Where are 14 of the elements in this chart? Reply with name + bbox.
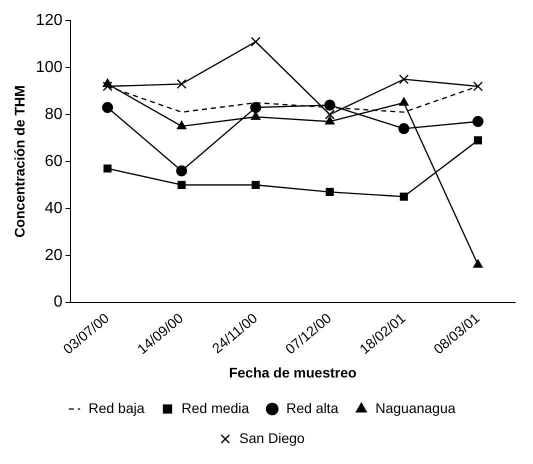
y-tick-label: 100 [36,58,63,76]
legend-label: Naguanagua [375,400,456,416]
y-tick-label: 0 [54,294,63,311]
legend-label: Red media [182,400,250,416]
y-tick-label: 40 [44,200,63,217]
y-tick-label: 20 [44,246,63,264]
y-axis-title: Concentración de THM [11,85,28,238]
legend-label: Red baja [88,400,145,416]
legend-label: San Diego [239,430,305,446]
y-tick-label: 80 [44,106,63,123]
y-tick-label: 120 [36,12,63,30]
legend-label: Red alta [286,400,339,416]
x-axis-title: Fecha de muestreo [228,364,357,380]
y-tick-label: 60 [44,152,63,170]
